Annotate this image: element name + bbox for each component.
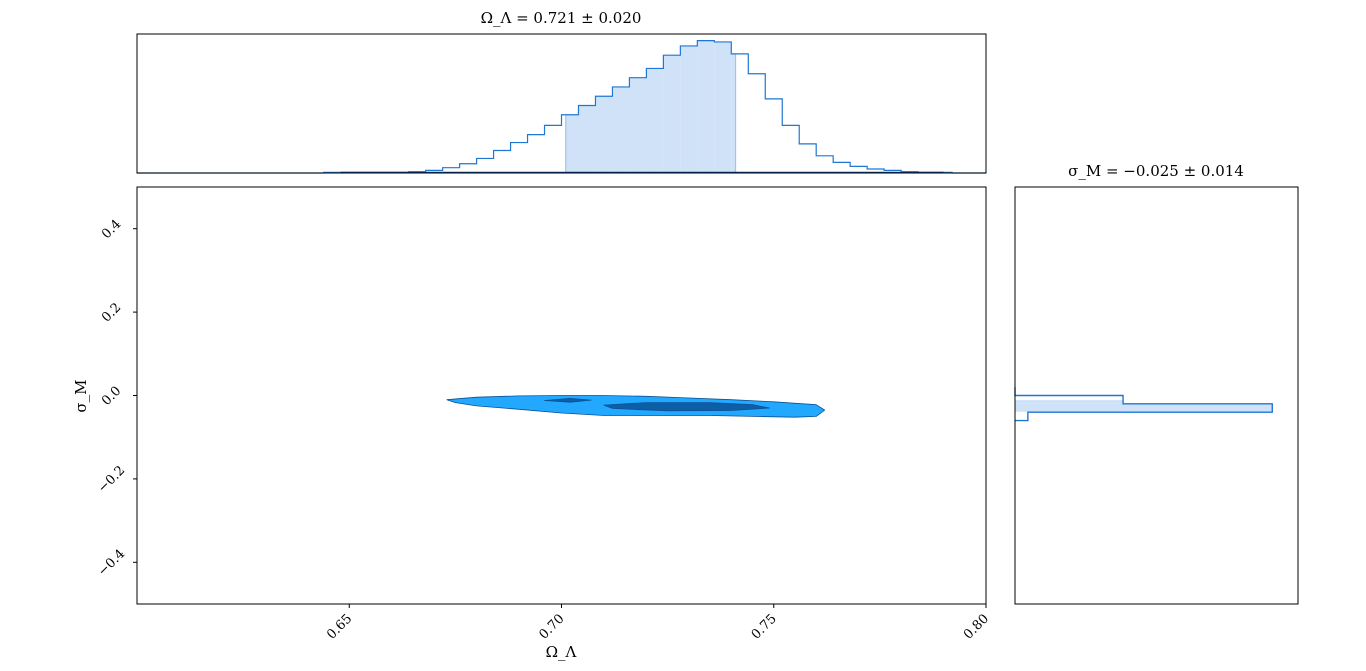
top-histogram-shaded-bin <box>629 77 647 173</box>
top-histogram-shaded-bin <box>731 53 736 173</box>
y-tick-label: 0.0 <box>99 384 124 409</box>
top-marginal-title: Ω_Λ = 0.721 ± 0.020 <box>481 9 642 27</box>
right-histogram <box>1014 387 1273 422</box>
y-tick-label: −0.2 <box>95 463 128 496</box>
y-tick-label: 0.2 <box>99 300 124 325</box>
top-histogram-shaded-bin <box>595 96 613 173</box>
right-histogram-shaded-bin <box>1015 400 1124 404</box>
top-histogram-shaded-bin <box>697 40 715 173</box>
joint-panel: 0.65 0.70 0.75 0.80 0.4 0.2 0.0 −0.2 −0.4 Ω_Λ σ… <box>72 186 992 661</box>
joint-contours <box>446 395 826 418</box>
x-tick-label: 0.80 <box>961 611 992 642</box>
top-marginal-frame <box>136 33 987 174</box>
top-marginal-panel: Ω_Λ = 0.721 ± 0.020 <box>136 9 987 174</box>
top-histogram-shaded-bin <box>646 68 664 173</box>
right-histogram-step-line <box>1014 387 1273 422</box>
top-histogram <box>137 40 986 174</box>
contour-inner-region <box>544 397 592 403</box>
right-marginal-frame <box>1014 186 1299 605</box>
joint-y-axis-label: σ_M <box>72 379 90 412</box>
top-histogram-shaded-bin <box>680 45 698 173</box>
x-tick-label: 0.70 <box>536 611 567 642</box>
top-histogram-shaded-bin <box>612 86 630 173</box>
y-tick-label: −0.4 <box>95 547 128 580</box>
right-marginal-panel: σ_M = −0.025 ± 0.014 <box>1014 162 1299 605</box>
top-histogram-shaded-bin <box>663 55 681 173</box>
joint-x-axis-label: Ω_Λ <box>546 643 577 661</box>
contour-inner-region <box>603 402 770 412</box>
y-tick-label: 0.4 <box>99 217 124 242</box>
right-histogram-shaded-bin <box>1015 403 1273 412</box>
joint-x-ticks: 0.65 0.70 0.75 0.80 <box>324 604 992 643</box>
top-histogram-shaded-bin <box>714 41 732 173</box>
x-tick-label: 0.75 <box>749 611 780 642</box>
x-tick-label: 0.65 <box>324 611 355 642</box>
top-histogram-step-line <box>137 40 986 174</box>
joint-y-ticks: 0.4 0.2 0.0 −0.2 −0.4 <box>95 217 137 580</box>
top-histogram-shaded-bin <box>565 114 579 173</box>
right-marginal-title: σ_M = −0.025 ± 0.014 <box>1068 162 1244 180</box>
top-histogram-shaded-bin <box>578 105 596 173</box>
